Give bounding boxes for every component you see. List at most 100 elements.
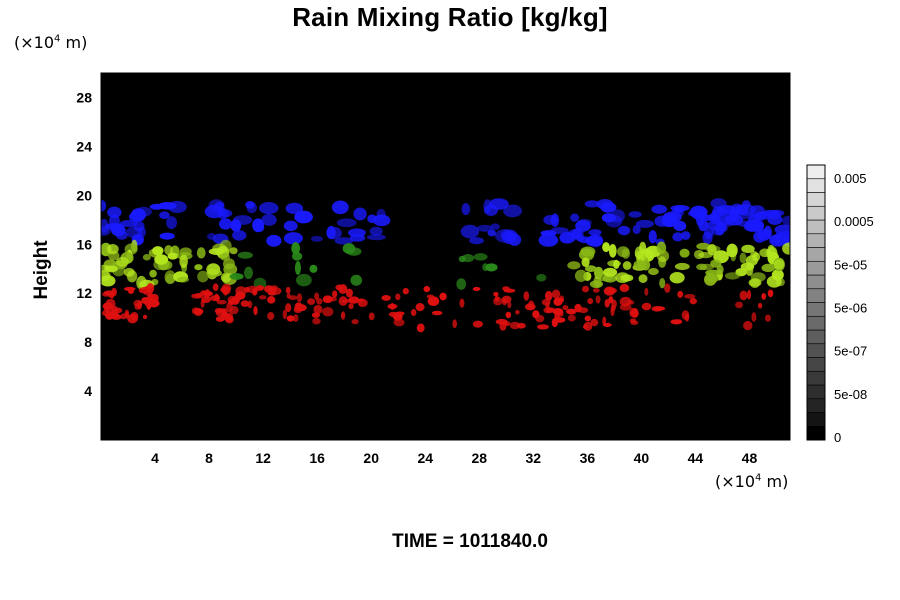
colorbar-swatch: [806, 357, 826, 372]
rain-cell-upper: [543, 214, 558, 225]
rain-cell-middle: [648, 267, 659, 276]
rain-cell-upper: [760, 209, 779, 217]
rain-cell-upper: [673, 220, 687, 232]
rain-cell-middle: [669, 271, 685, 284]
rain-cell-lower: [295, 302, 302, 307]
rain-cell-middle: [164, 245, 173, 256]
colorbar-swatch: [806, 164, 826, 180]
rain-cell-lower: [285, 303, 292, 313]
rain-cell-middle: [621, 248, 630, 259]
rain-cell-middle: [177, 276, 190, 283]
rain-cell-middle: [679, 248, 690, 258]
rain-cell-upper: [137, 226, 146, 238]
rain-cell-lower: [395, 293, 401, 301]
rain-cell-upper: [577, 218, 592, 226]
rain-cell-upper: [769, 233, 788, 247]
rain-cell-lower: [606, 287, 617, 294]
rain-cell-lower: [215, 316, 225, 322]
rain-cell-middle: [644, 248, 654, 259]
rain-cell-lower: [110, 312, 120, 318]
rain-cell-middle: [739, 252, 747, 264]
rain-cell-lower: [368, 312, 375, 321]
rain-cell-upper: [596, 198, 614, 210]
rain-cell-lower: [293, 306, 303, 314]
rain-cell-lower: [147, 292, 153, 302]
rain-cell-middle: [197, 270, 209, 283]
rain-cell-lower: [681, 310, 690, 320]
rain-cell-lower: [338, 296, 348, 306]
rain-cell-lower: [629, 309, 639, 318]
rain-cell-lower: [127, 313, 138, 324]
rain-cell-upper: [483, 199, 492, 214]
rain-cell-lower: [670, 319, 682, 325]
rain-cell-middle: [693, 249, 705, 260]
rain-cell-upper: [584, 200, 600, 208]
rain-cell-lower: [427, 296, 440, 307]
rain-cell-lower: [735, 301, 744, 309]
colorbar-swatch: [806, 302, 826, 317]
rain-cell-lower: [595, 295, 601, 304]
rain-cell-lower: [258, 295, 267, 300]
rain-cell-upper: [469, 237, 484, 245]
rain-cell-lower: [619, 303, 632, 311]
rain-cell-lower: [286, 315, 295, 322]
x-unit-label: (×104 m): [715, 472, 789, 491]
rain-cell-middle: [485, 263, 498, 272]
rain-cell-middle: [101, 270, 111, 282]
rain-cell-upper: [334, 237, 354, 245]
rain-cell-middle: [458, 255, 466, 263]
rain-cell-middle: [748, 278, 762, 287]
rain-cell-middle: [244, 266, 253, 280]
x-tick-label: 48: [742, 450, 758, 466]
rain-cell-lower: [267, 296, 276, 304]
rain-cell-upper: [366, 234, 386, 241]
rain-cell-lower: [505, 311, 512, 319]
rain-cell-lower: [195, 292, 202, 298]
rain-cell-middle: [206, 263, 221, 276]
rain-cell-upper: [218, 218, 233, 230]
rain-cell-lower: [664, 283, 671, 293]
rain-cell-lower: [581, 285, 590, 293]
rain-cell-upper: [460, 224, 480, 239]
rain-cell-upper: [214, 201, 225, 210]
rain-cell-lower: [314, 292, 320, 301]
rain-cell-lower: [584, 315, 592, 322]
rain-cell-middle: [309, 264, 318, 273]
colorbar-swatch: [806, 370, 826, 386]
rain-cell-middle: [581, 257, 590, 268]
rain-cell-upper: [503, 204, 523, 218]
rain-cell-lower: [567, 314, 576, 322]
rain-cell-upper: [477, 224, 493, 232]
rain-cell-middle: [705, 269, 721, 276]
rain-cell-middle: [482, 263, 489, 272]
x-tick-label: 4: [151, 450, 159, 466]
rain-cell-middle: [574, 269, 588, 282]
rain-cell-upper: [680, 231, 691, 240]
x-tick-label: 24: [417, 450, 433, 466]
rain-cell-middle: [705, 274, 719, 283]
plot-area: [101, 73, 790, 440]
rain-cell-upper: [311, 235, 323, 242]
rain-cell-middle: [761, 263, 776, 273]
rain-cell-upper: [648, 230, 657, 244]
rain-cell-lower: [246, 285, 259, 294]
rain-cell-lower: [472, 320, 484, 328]
rain-cell-lower: [416, 323, 425, 333]
rain-cell-lower: [415, 303, 425, 312]
rain-cell-upper: [575, 233, 585, 242]
rain-cell-lower: [493, 291, 499, 297]
rain-cell-lower: [288, 295, 298, 301]
rain-cell-upper: [701, 214, 720, 221]
rain-cell-lower: [604, 299, 610, 308]
time-label: TIME = 1011840.0: [392, 531, 548, 552]
y-tick-label: 16: [76, 236, 92, 252]
rain-cell-lower: [439, 292, 447, 301]
rain-cell-middle: [716, 264, 724, 275]
colorbar-swatch: [806, 247, 826, 262]
x-tick-label: 40: [634, 450, 650, 466]
rain-cell-middle: [766, 275, 782, 288]
rain-cell-upper: [628, 211, 642, 218]
rain-cell-lower: [566, 308, 577, 315]
colorbar-swatch: [806, 219, 826, 235]
rain-cell-lower: [410, 308, 417, 317]
